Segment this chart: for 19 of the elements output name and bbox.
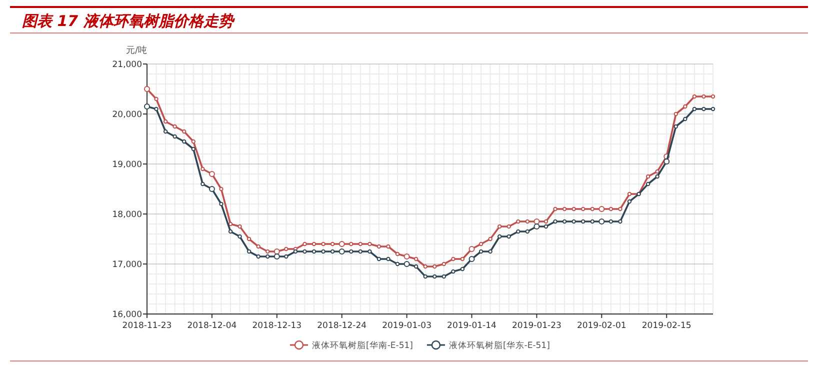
x-tick-label: 2019-01-14 [447, 321, 496, 331]
x-tick-label: 2018-11-23 [122, 321, 172, 331]
chart-title: 图表 17 液体环氧树脂价格走势 [22, 12, 236, 30]
x-tick-label: 2019-01-03 [382, 321, 432, 331]
y-tick-label: 17,000 [112, 260, 142, 270]
y-tick-label: 18,000 [112, 210, 142, 220]
y-tick-label: 16,000 [112, 310, 142, 320]
y-tick-label: 19,000 [112, 160, 142, 170]
x-tick-label: 2018-12-24 [317, 321, 367, 331]
y-tick-label: 20,000 [112, 110, 142, 120]
y-tick-label: 21,000 [112, 60, 142, 70]
y-axis-title: 元/吨 [126, 45, 147, 56]
x-tick-label: 2018-12-13 [252, 321, 302, 331]
x-tick-label: 2019-02-15 [642, 321, 692, 331]
x-tick-label: 2019-01-23 [512, 321, 562, 331]
x-tick-label: 2019-02-01 [576, 321, 626, 331]
legend-label: 液体环氧树脂[华东-E-51] [448, 340, 550, 351]
x-tick-label: 2018-12-04 [187, 321, 237, 331]
legend-label: 液体环氧树脂[华南-E-51] [312, 340, 413, 351]
